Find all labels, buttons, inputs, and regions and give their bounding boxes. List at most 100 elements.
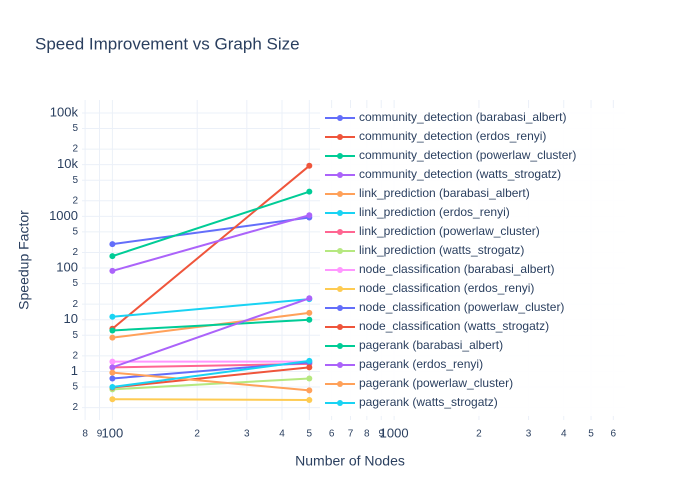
x-tick-label: 3 [526, 429, 532, 440]
legend-label: node_classification (powerlaw_cluster) [359, 300, 564, 314]
legend-marker [337, 267, 343, 273]
chart-title: Speed Improvement vs Graph Size [35, 34, 300, 53]
legend-marker [337, 153, 343, 159]
legend-marker [337, 362, 343, 368]
data-point [306, 162, 313, 169]
series-line [111, 165, 310, 330]
legend-marker [337, 248, 343, 254]
y-tick-label: 5 [72, 278, 78, 289]
y-tick-label: 5 [72, 330, 78, 341]
y-tick-label: 2 [72, 195, 78, 206]
y-tick-label: 5 [72, 382, 78, 393]
data-point [109, 358, 116, 365]
x-tick-label: 8 [82, 429, 88, 440]
series-line [112, 216, 310, 246]
x-tick-label: 9 [97, 429, 103, 440]
y-tick-label: 5 [72, 123, 78, 134]
legend-marker [337, 210, 343, 216]
series-line [112, 359, 310, 388]
y-tick-label: 5 [72, 227, 78, 238]
legend-marker [337, 343, 343, 349]
data-point [109, 327, 116, 334]
y-tick-label: 10k [57, 156, 78, 171]
x-tick-label: 8 [364, 429, 370, 440]
x-tick-label: 4 [279, 429, 285, 440]
legend-marker [337, 115, 343, 121]
legend-label: node_classification (watts_strogatz) [359, 319, 549, 333]
legend-marker [337, 286, 343, 292]
x-tick-label: 6 [329, 429, 335, 440]
data-point [109, 364, 116, 371]
x-tick-label: 5 [588, 429, 594, 440]
y-tick-label: 1000 [49, 208, 78, 223]
series-line [112, 377, 310, 391]
x-tick-label: 3 [244, 429, 250, 440]
plot-area [109, 162, 313, 404]
data-point [109, 313, 116, 320]
y-tick-label: 2 [72, 144, 78, 155]
data-point [109, 384, 116, 391]
legend-label: node_classification (barabasi_albert) [359, 262, 554, 276]
x-tick-label: 5 [307, 429, 313, 440]
y-tick-label: 2 [72, 299, 78, 310]
y-tick-label: 2 [72, 351, 78, 362]
series-line [112, 398, 310, 402]
legend-label: link_prediction (watts_strogatz) [359, 243, 524, 257]
legend-marker [337, 172, 343, 178]
legend-marker [337, 381, 343, 387]
x-tick-label: 2 [194, 429, 200, 440]
y-tick-label: 2 [72, 247, 78, 258]
legend-label: community_detection (barabasi_albert) [359, 110, 566, 124]
y-tick-label: 2 [72, 402, 78, 413]
legend-marker [337, 191, 343, 197]
series-line [112, 297, 310, 369]
x-tick-label: 7 [348, 429, 354, 440]
data-point [109, 369, 116, 376]
x-tick-label: 100 [102, 425, 124, 440]
data-point [306, 364, 313, 371]
legend-label: link_prediction (erdos_renyi) [359, 205, 510, 219]
data-point [306, 387, 313, 394]
legend: community_detection (barabasi_albert)com… [320, 108, 700, 416]
x-axis-title: Number of Nodes [295, 453, 405, 469]
series-line [112, 371, 310, 392]
legend-marker [337, 229, 343, 235]
legend-marker [337, 134, 343, 140]
data-point [109, 241, 116, 248]
y-tick-label: 10 [64, 311, 78, 326]
data-point [306, 397, 313, 404]
y-axis-title: Speedup Factor [16, 210, 32, 310]
x-tick-label: 1000 [380, 425, 409, 440]
series-line [112, 214, 310, 272]
legend-label: community_detection (watts_strogatz) [359, 167, 561, 181]
data-point [306, 188, 313, 195]
legend-label: link_prediction (powerlaw_cluster) [359, 224, 540, 238]
y-tick-label: 100 [56, 259, 78, 274]
legend-label: community_detection (erdos_renyi) [359, 129, 546, 143]
legend-label: pagerank (barabasi_albert) [359, 338, 503, 352]
legend-label: community_detection (powerlaw_cluster) [359, 148, 576, 162]
x-tick-label: 6 [611, 429, 617, 440]
legend-label: pagerank (watts_strogatz) [359, 395, 498, 409]
series-line [112, 190, 310, 258]
x-tick-label: 9 [378, 429, 384, 440]
x-tick-label: 2 [476, 429, 482, 440]
series-line [112, 298, 310, 318]
data-point [109, 253, 116, 260]
x-tick-label: 4 [561, 429, 567, 440]
data-point [306, 375, 313, 382]
legend-background [320, 108, 700, 416]
data-point [306, 316, 313, 323]
data-point [306, 309, 313, 316]
data-point [109, 375, 116, 382]
data-point [109, 396, 116, 403]
y-tick-label: 100k [50, 104, 79, 119]
legend-label: link_prediction (barabasi_albert) [359, 186, 530, 200]
legend-marker [337, 400, 343, 406]
legend-marker [337, 324, 343, 330]
series-line [112, 318, 310, 332]
data-point [306, 212, 313, 219]
legend-label: pagerank (powerlaw_cluster) [359, 376, 513, 390]
legend-marker [337, 305, 343, 311]
